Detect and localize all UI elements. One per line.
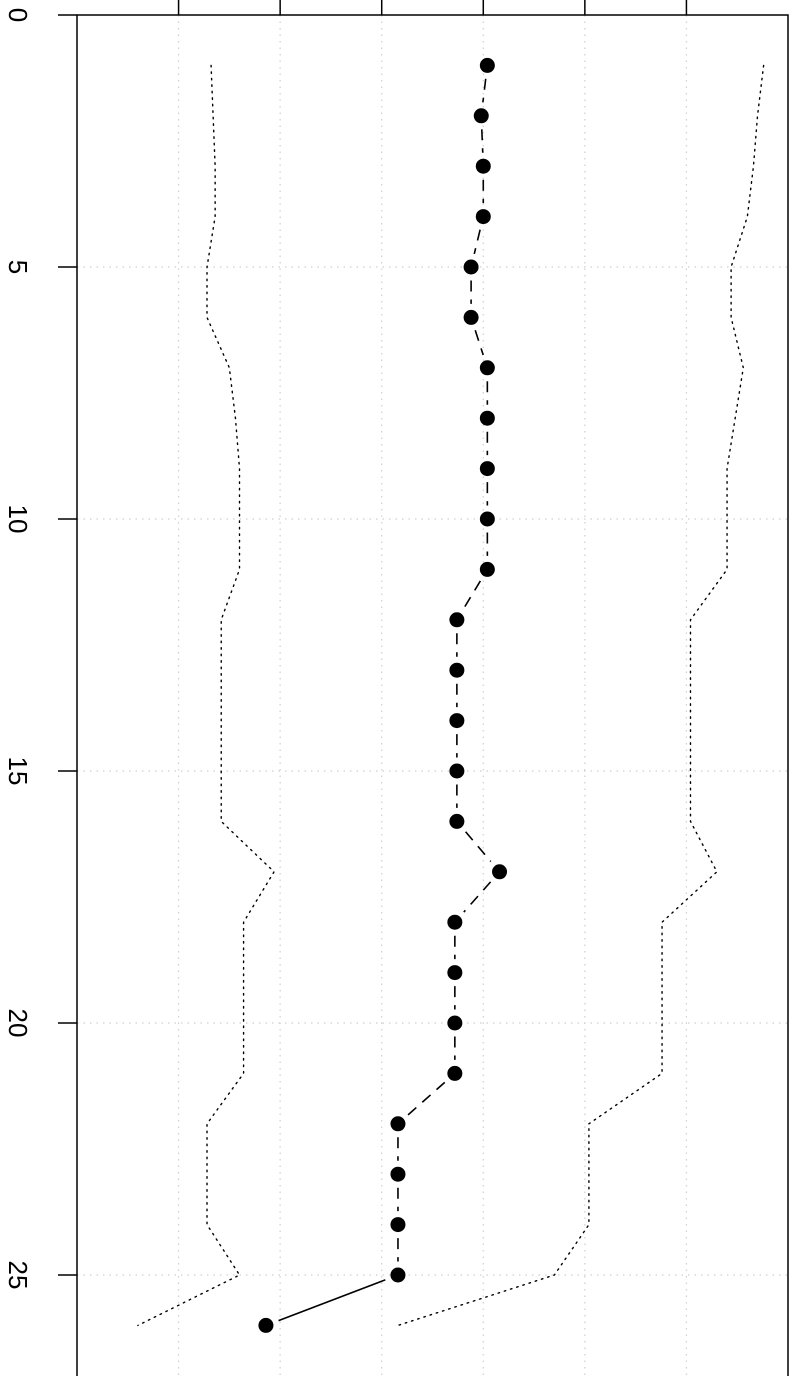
estimate-point-25 <box>390 1267 406 1283</box>
index-tick-label-5: 25 <box>3 1261 33 1290</box>
grid <box>77 15 788 1376</box>
estimate-point-14 <box>449 713 465 729</box>
index-tick-label-2: 10 <box>3 505 33 534</box>
estimate-point-15 <box>449 763 465 779</box>
index-tick-label-4: 20 <box>3 1009 33 1038</box>
estimate-point-16 <box>449 813 465 829</box>
estimate-point-1 <box>479 57 495 73</box>
estimate-point-10 <box>479 511 495 527</box>
estimate-point-13 <box>449 662 465 678</box>
estimate-point-12 <box>449 612 465 628</box>
estimate-segment-17 <box>463 881 492 913</box>
estimate-point-26 <box>258 1317 274 1333</box>
estimate-segment-11 <box>463 580 482 609</box>
estimate-point-19 <box>447 965 463 981</box>
estimate-point-7 <box>479 360 495 376</box>
series <box>137 57 765 1333</box>
estimate-segment-21 <box>407 1081 446 1116</box>
estimate-point-23 <box>390 1166 406 1182</box>
estimate-point-17 <box>492 864 508 880</box>
band-line-upper-band <box>397 64 765 1327</box>
index-tick-label-1: 5 <box>3 260 33 274</box>
estimate-point-11 <box>479 561 495 577</box>
estimate-point-4 <box>475 209 491 225</box>
estimate-point-2 <box>473 108 489 124</box>
estimate-segment-16 <box>464 831 492 863</box>
axes: 0 5 10 15 20 25 <box>3 0 688 1290</box>
index-tick-label-3: 15 <box>3 757 33 786</box>
band-line-lower-band <box>137 64 275 1327</box>
estimate-point-6 <box>463 309 479 325</box>
estimate-point-20 <box>447 1015 463 1031</box>
estimate-point-24 <box>390 1217 406 1233</box>
estimate-point-18 <box>447 914 463 930</box>
plot-frame <box>76 14 789 1376</box>
estimate-segment-25 <box>278 1279 386 1322</box>
estimate-point-3 <box>475 158 491 174</box>
estimate-point-8 <box>479 410 495 426</box>
estimate-point-5 <box>463 259 479 275</box>
estimate-point-21 <box>447 1065 463 1081</box>
estimate-segment-4 <box>473 229 481 255</box>
estimate-segment-1 <box>482 78 487 103</box>
estimate-point-9 <box>479 461 495 477</box>
estimate-segment-2 <box>480 129 484 153</box>
estimate-point-22 <box>390 1116 406 1132</box>
estimate-segment-6 <box>474 330 484 356</box>
index-tick-label-0: 0 <box>3 8 33 22</box>
